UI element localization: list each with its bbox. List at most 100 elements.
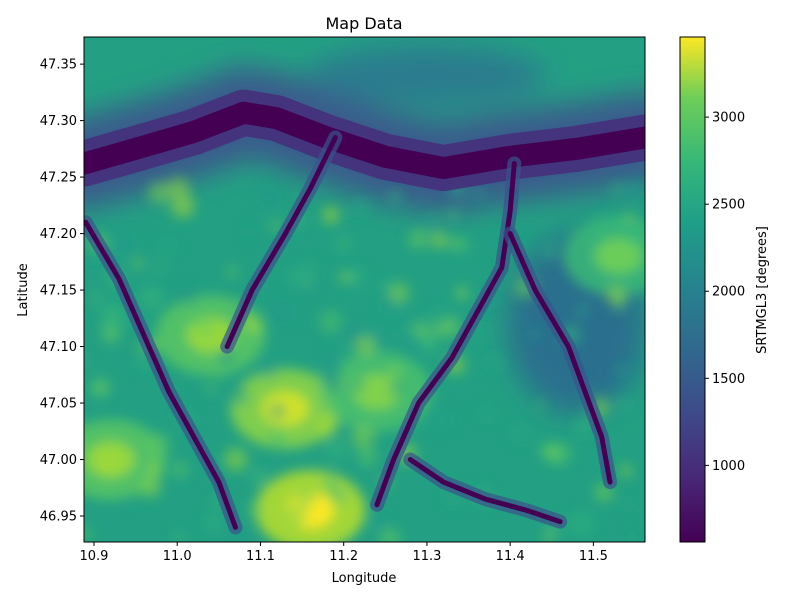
ridge-texture [227, 267, 238, 278]
ridge-texture [140, 287, 163, 310]
ridge-texture [245, 537, 254, 542]
ridge-texture [379, 281, 392, 293]
ridge-texture [147, 432, 171, 457]
ridge-texture [388, 363, 402, 378]
ridge-texture [192, 370, 201, 380]
ridge-texture [485, 353, 504, 372]
side-valley-5 [407, 457, 563, 525]
ridge-texture [610, 182, 624, 196]
ridge-texture [312, 376, 326, 390]
colorbar-tick-label: 1000 [712, 459, 745, 474]
x-tick-label: 11.1 [246, 549, 275, 564]
ridge-texture [114, 236, 133, 255]
y-tick-label: 47.35 [40, 58, 77, 73]
ridge-texture [542, 244, 558, 259]
ridge-texture [425, 217, 439, 230]
ridge-texture [446, 209, 459, 222]
ridge-texture [194, 317, 215, 338]
ridge-texture [100, 300, 125, 325]
ridge-texture [373, 515, 388, 529]
ridge-texture [434, 323, 445, 334]
ridge-texture [229, 385, 249, 406]
ridge-texture [624, 181, 643, 200]
ridge-texture [148, 462, 161, 475]
x-tick-label: 11.0 [163, 549, 192, 564]
chart-title: Map Data [325, 14, 402, 33]
y-tick-label: 47.25 [40, 171, 77, 186]
ridge-texture [418, 330, 441, 352]
colorbar-tick-label: 2500 [712, 198, 745, 213]
ridge-texture [576, 304, 589, 317]
peak-3 [86, 441, 135, 478]
ridge-texture [388, 282, 409, 303]
ridge-texture [269, 300, 293, 324]
ridge-texture [170, 461, 189, 479]
ridge-texture [353, 380, 366, 393]
ridge-texture [343, 373, 354, 383]
ridge-texture [479, 407, 494, 422]
ridge-texture [543, 443, 562, 462]
ridge-texture [315, 414, 338, 437]
ridge-texture [280, 271, 292, 283]
x-tick-label: 11.2 [329, 549, 358, 564]
colorbar-ticks: 1000 1500 2000 2500 3000 [705, 111, 745, 474]
peak-6 [594, 238, 643, 275]
ridge-texture [122, 495, 132, 505]
ridge-texture [338, 271, 351, 284]
ridge-texture [148, 181, 170, 204]
ridge-texture [242, 226, 254, 238]
ridge-texture [331, 489, 342, 499]
y-tick-label: 47.15 [40, 284, 77, 299]
x-axis-label: Longitude [332, 571, 397, 586]
ridge-texture [138, 358, 150, 370]
ridge-texture [333, 523, 349, 538]
ridge-texture [511, 423, 532, 444]
ridge-texture [259, 360, 277, 378]
ridge-texture [319, 431, 330, 441]
ridge-texture [353, 198, 370, 215]
y-tick-label: 47.20 [40, 227, 77, 242]
ridge-texture [379, 527, 401, 542]
ridge-texture [214, 367, 226, 379]
ridge-texture [342, 339, 353, 350]
ridge-texture [448, 237, 459, 249]
ridge-texture [284, 503, 308, 526]
ridge-texture [179, 287, 198, 305]
ridge-texture [615, 363, 630, 378]
colorbar-tick-label: 3000 [712, 111, 745, 126]
ridge-texture [133, 258, 144, 269]
ridge-texture [243, 315, 263, 335]
ridge-texture [430, 231, 448, 249]
x-tick-label: 11.3 [412, 549, 441, 564]
y-tick-label: 46.95 [40, 510, 77, 525]
x-tick-label: 11.5 [579, 549, 608, 564]
ridge-texture [322, 372, 343, 393]
ridge-texture [355, 335, 376, 356]
ridge-texture [426, 307, 450, 332]
colorbar-gradient [679, 36, 706, 543]
colorbar-tick-label: 1500 [712, 372, 745, 387]
elevation-map [84, 37, 645, 542]
side-valley-2 [507, 231, 613, 485]
side-valley-1 [374, 161, 517, 508]
ridge-texture [607, 286, 626, 306]
main-valley [84, 101, 645, 180]
y-tick-label: 47.30 [40, 114, 77, 129]
ridge-texture [269, 220, 281, 231]
side-valley-3 [224, 135, 338, 350]
ridge-texture [536, 401, 546, 411]
ridge-texture [357, 446, 378, 467]
north-slope [306, 45, 547, 106]
y-axis: 46.95 47.00 47.05 47.10 47.15 47.20 47.25 47.30… [40, 58, 84, 525]
ridge-texture [627, 531, 637, 541]
ridge-texture [267, 426, 289, 448]
x-tick-label: 10.9 [80, 549, 109, 564]
ridge-texture [347, 268, 365, 286]
ridge-texture [408, 229, 428, 249]
ridge-texture [528, 328, 540, 340]
ridge-texture [84, 268, 99, 282]
ridge-texture [455, 286, 469, 300]
ridge-texture [319, 310, 342, 334]
colorbar: 1000 1500 2000 2500 3000 SRTMGL3 [degrees] [679, 36, 770, 543]
